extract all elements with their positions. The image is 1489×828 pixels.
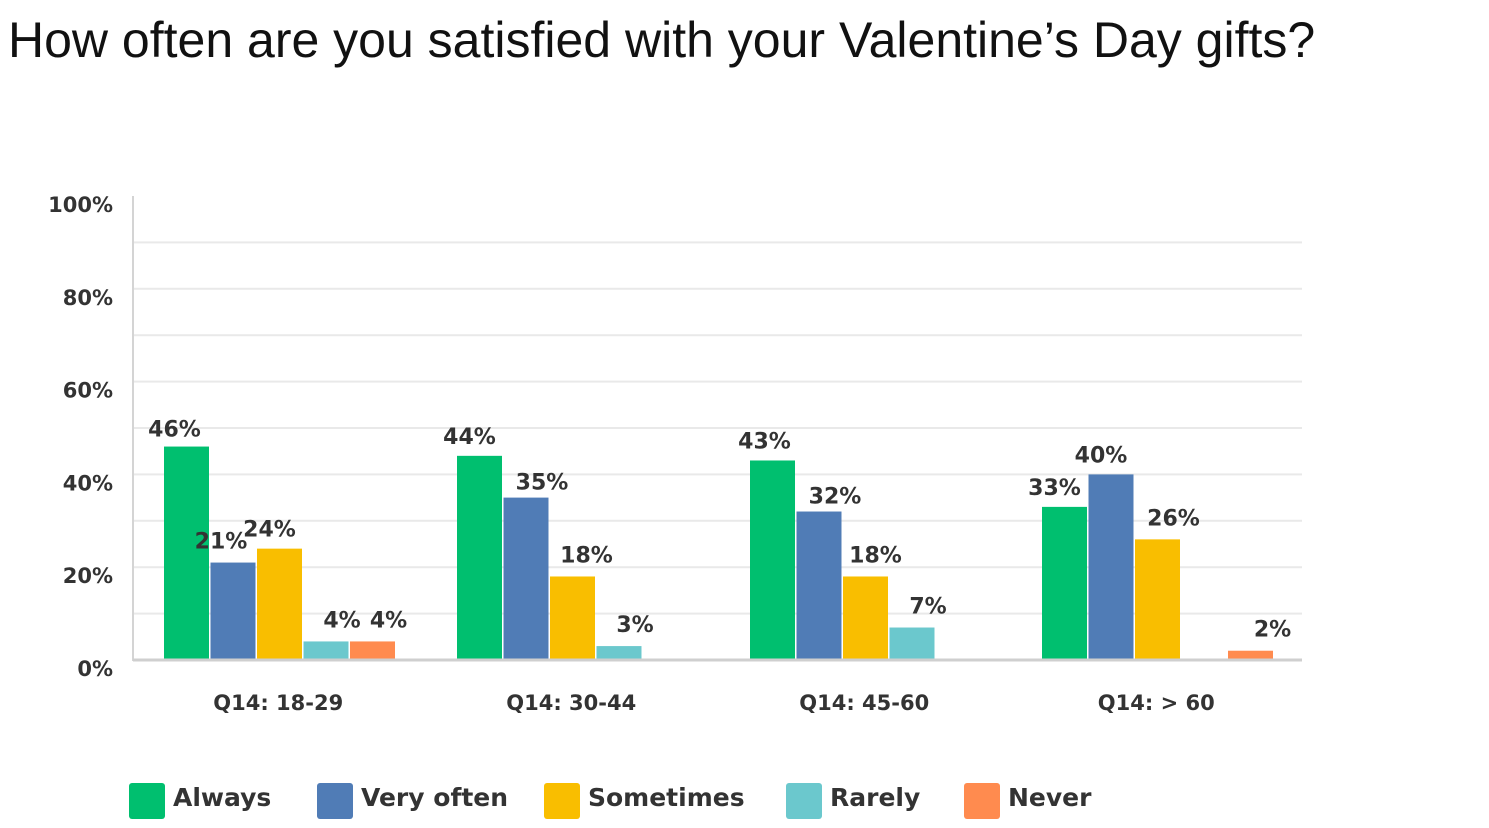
bars xyxy=(164,446,1273,660)
bar xyxy=(550,576,595,660)
data-label: 46% xyxy=(148,418,201,443)
data-label: 44% xyxy=(443,425,496,450)
data-label: 26% xyxy=(1147,506,1200,531)
data-label: 18% xyxy=(849,543,902,568)
data-label: 21% xyxy=(195,530,248,555)
gridlines xyxy=(133,241,1302,615)
legend-item: Very often xyxy=(317,783,508,819)
data-label: 18% xyxy=(560,543,613,568)
bar xyxy=(1088,474,1134,660)
bar xyxy=(257,548,302,660)
data-label: 4% xyxy=(370,608,407,633)
data-label: 43% xyxy=(738,429,791,454)
bar xyxy=(503,497,549,660)
bar xyxy=(303,641,349,660)
axes: 0% 20% 40% 60% 80% 100% Q14: 18-29 Q14: 30-44 Q1… xyxy=(48,193,1302,715)
legend-swatch xyxy=(786,783,822,819)
legend-item: Never xyxy=(964,783,1092,819)
legend-swatch xyxy=(964,783,1000,819)
bar xyxy=(210,562,256,660)
x-tick-label: Q14: 45-60 xyxy=(799,691,929,715)
data-label: 35% xyxy=(516,471,569,496)
data-label: 24% xyxy=(243,518,296,543)
bar xyxy=(1042,506,1087,660)
data-label: 33% xyxy=(1028,476,1081,501)
y-tick-label: 80% xyxy=(63,286,113,310)
bar xyxy=(596,646,642,660)
bar xyxy=(889,627,935,660)
legend-swatch xyxy=(317,783,353,819)
data-label: 7% xyxy=(909,595,946,620)
y-tick-label: 20% xyxy=(63,564,113,588)
bar xyxy=(457,455,502,660)
bar xyxy=(1228,650,1273,660)
data-labels: 46% 44% 43% 33% 21% 35% 32% 40% 24% 18% 18% 26% 4% 3%… xyxy=(148,418,1291,643)
x-tick-label: Q14: > 60 xyxy=(1098,691,1215,715)
legend-item: Rarely xyxy=(786,783,920,819)
data-label: 40% xyxy=(1075,443,1128,468)
legend-item: Sometimes xyxy=(544,783,745,819)
data-label: 3% xyxy=(616,613,653,638)
legend: Always Very often Sometimes Rarely Never xyxy=(129,783,1092,819)
chart-title: How often are you satisfied with your Va… xyxy=(8,12,1316,68)
legend-label: Always xyxy=(173,783,271,812)
bar xyxy=(750,460,795,660)
y-tick-label: 100% xyxy=(48,193,113,217)
legend-swatch xyxy=(544,783,580,819)
bar xyxy=(164,446,209,660)
y-tick-label: 60% xyxy=(63,379,113,403)
legend-swatch xyxy=(129,783,165,819)
bar xyxy=(796,511,842,660)
bar xyxy=(1135,539,1180,660)
legend-label: Very often xyxy=(361,783,508,812)
y-tick-label: 0% xyxy=(77,657,113,681)
data-label: 4% xyxy=(323,608,360,633)
legend-label: Sometimes xyxy=(588,783,745,812)
data-label: 32% xyxy=(809,485,862,510)
data-label: 2% xyxy=(1254,618,1291,643)
x-tick-label: Q14: 18-29 xyxy=(213,691,343,715)
bar xyxy=(843,576,888,660)
y-tick-label: 40% xyxy=(63,471,113,495)
legend-label: Never xyxy=(1008,783,1092,812)
legend-label: Rarely xyxy=(830,783,920,812)
x-tick-label: Q14: 30-44 xyxy=(506,691,636,715)
legend-item: Always xyxy=(129,783,271,819)
bar xyxy=(350,641,395,660)
